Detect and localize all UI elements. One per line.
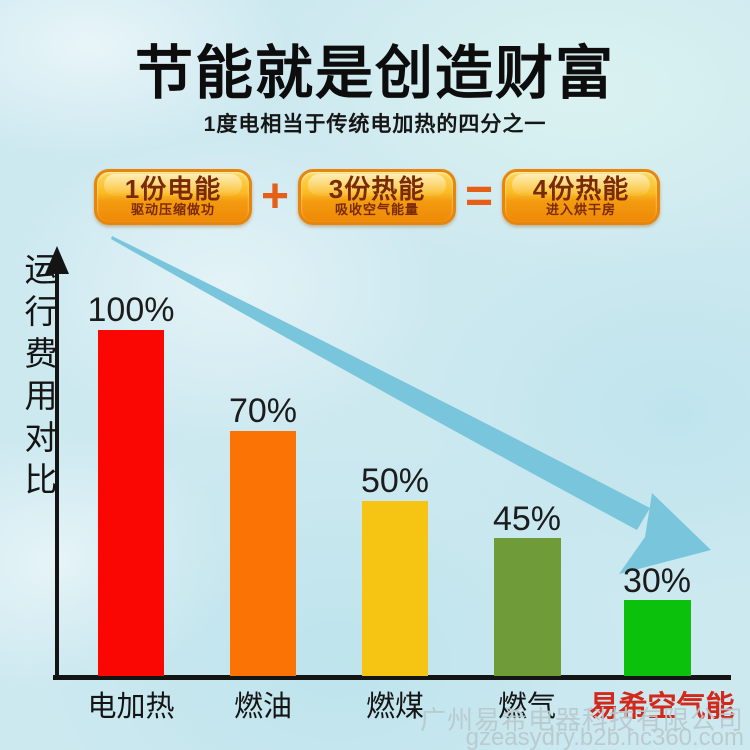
value-label: 100%	[87, 291, 175, 329]
badge-sub-text: 进入烘干房	[545, 202, 616, 217]
value-label: 70%	[228, 392, 298, 430]
badge-main-text: 1份电能	[124, 174, 222, 204]
equals-icon: =	[464, 170, 494, 223]
bar-fuel-oil	[230, 431, 296, 676]
badge-absorbed-heat: 3份热能 吸收空气能量	[298, 169, 456, 225]
plus-icon: +	[260, 170, 290, 223]
y-axis-label: 运行费用对比	[20, 252, 57, 504]
y-axis	[55, 256, 59, 678]
category-label-highlight: 易希空气能	[589, 691, 735, 723]
bar-coal	[362, 501, 428, 676]
page-title: 节能就是创造财富	[134, 39, 615, 107]
page-subtitle: 1度电相当于传统电加热的四分之一	[203, 113, 547, 136]
badge-main-text: 3份热能	[328, 174, 426, 204]
category-label: 电加热	[87, 691, 175, 723]
energy-equation: 1份电能 驱动压缩做功 + 3份热能 吸收空气能量 = 4份热能 进入烘干房	[94, 169, 660, 225]
badge-output-heat: 4份热能 进入烘干房	[502, 169, 660, 225]
x-axis	[53, 675, 731, 680]
value-label: 45%	[492, 500, 562, 538]
bar-gas	[494, 538, 561, 676]
bar-electric-heating	[98, 330, 164, 676]
badge-sub-text: 吸收空气能量	[334, 202, 419, 217]
watermark-url: gzeasydry.b2b.hc360.com	[465, 724, 744, 750]
category-label: 燃气	[497, 691, 556, 723]
category-label: 燃煤	[365, 691, 424, 723]
badge-electric-energy: 1份电能 驱动压缩做功	[94, 169, 252, 225]
badge-main-text: 4份热能	[532, 174, 630, 204]
value-label: 30%	[622, 562, 692, 600]
value-label: 50%	[360, 462, 430, 500]
bar-yixi-air-energy	[624, 600, 691, 676]
badge-sub-text: 驱动压缩做功	[130, 202, 215, 217]
watermark-company: 广州易希电器科技有限公司	[419, 705, 744, 735]
category-label: 燃油	[233, 691, 292, 723]
